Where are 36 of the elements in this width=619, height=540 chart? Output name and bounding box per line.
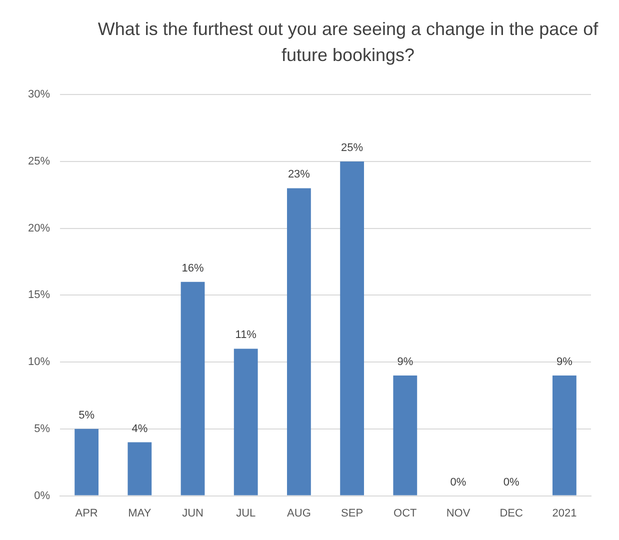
data-label: 9% bbox=[397, 356, 414, 368]
bar bbox=[552, 375, 576, 496]
data-label: 0% bbox=[450, 476, 466, 488]
bar bbox=[393, 375, 418, 496]
data-label: 0% bbox=[503, 476, 520, 488]
data-label: 4% bbox=[132, 422, 148, 435]
bar bbox=[340, 161, 364, 496]
data-label: 23% bbox=[288, 168, 310, 181]
bar bbox=[287, 188, 311, 496]
x-tick-label: DEC bbox=[500, 507, 524, 520]
data-label: 11% bbox=[235, 329, 257, 342]
bar bbox=[180, 282, 205, 496]
x-tick-label: APR bbox=[75, 507, 98, 520]
y-tick-label: 5% bbox=[34, 422, 50, 435]
x-tick-label: OCT bbox=[394, 507, 418, 520]
y-tick-label: 25% bbox=[28, 156, 50, 168]
x-tick-label: JUL bbox=[236, 507, 256, 520]
x-tick-label: AUG bbox=[287, 507, 311, 520]
y-tick-label: 0% bbox=[34, 490, 50, 502]
data-label: 9% bbox=[556, 356, 573, 368]
bar bbox=[128, 442, 152, 496]
x-tick-label: NOV bbox=[446, 507, 471, 520]
y-tick-label: 10% bbox=[28, 356, 50, 368]
data-label: 25% bbox=[341, 142, 364, 154]
y-tick-label: 20% bbox=[28, 222, 50, 234]
x-tick-label: SEP bbox=[341, 507, 364, 520]
x-tick-label: 2021 bbox=[552, 507, 577, 520]
y-tick-label: 30% bbox=[28, 88, 50, 101]
x-tick-label: MAY bbox=[128, 507, 152, 520]
x-tick-label: JUN bbox=[182, 507, 204, 520]
data-label: 5% bbox=[78, 409, 95, 422]
chart-title: What is the furthest out you are seeing a change in the pace of future bookings? bbox=[96, 18, 600, 67]
bar bbox=[234, 348, 258, 496]
y-tick-label: 15% bbox=[28, 289, 50, 302]
data-label: 16% bbox=[182, 262, 204, 274]
bar bbox=[74, 428, 99, 496]
